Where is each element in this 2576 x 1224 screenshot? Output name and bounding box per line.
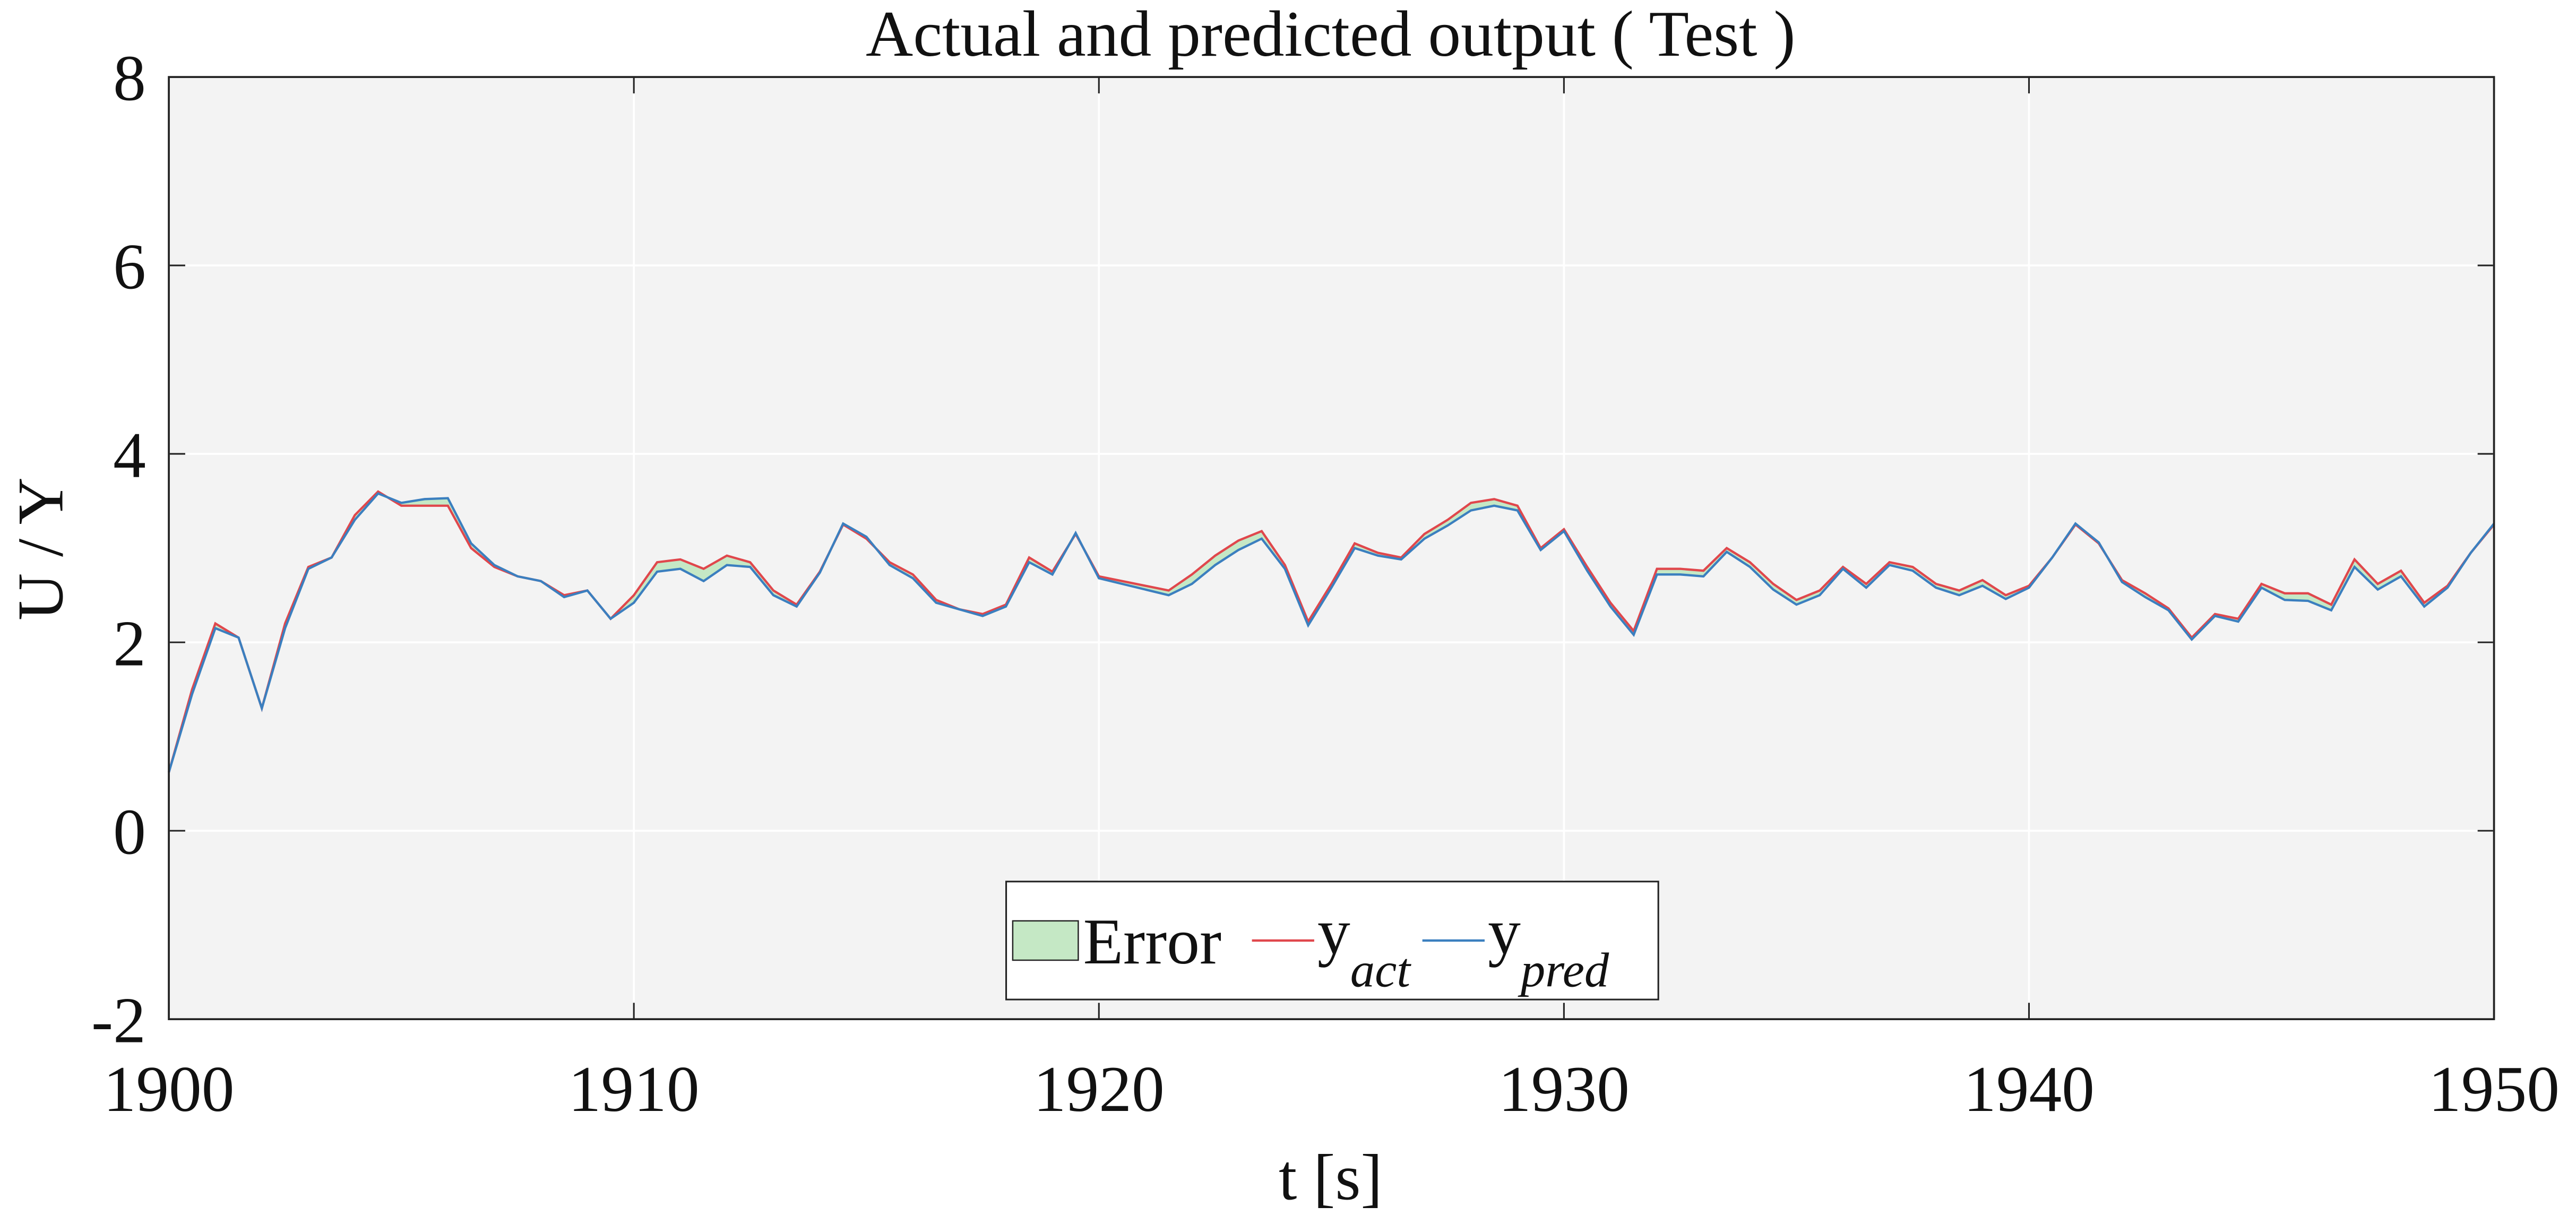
chart-title: Actual and predicted output ( Test ) <box>866 0 1795 70</box>
y-tick-label: 0 <box>113 795 146 868</box>
legend-label: Error <box>1083 905 1222 978</box>
legend-swatch <box>1012 920 1079 961</box>
x-tick-label: 1900 <box>104 1053 235 1125</box>
legend-label: ypred <box>1488 895 1609 998</box>
x-tick-label: 1940 <box>1963 1053 2095 1125</box>
plot-frame <box>168 76 2495 1020</box>
y-tick-label: 6 <box>113 230 146 303</box>
y-tick-label: -2 <box>91 984 146 1056</box>
legend-label-sub: pred <box>1518 943 1609 997</box>
legend-label-main: y <box>1317 895 1350 968</box>
legend-label: yact <box>1317 895 1411 998</box>
x-tick-label: 1920 <box>1033 1053 1165 1125</box>
x-tick-label: 1950 <box>2428 1053 2560 1125</box>
y-tick-label: 2 <box>113 607 146 679</box>
y-tick-label: 8 <box>113 41 146 114</box>
x-axis-label: t [s] <box>1279 1141 1382 1214</box>
legend-label-main: y <box>1488 895 1521 968</box>
series-line <box>167 492 2495 773</box>
x-tick-label: 1930 <box>1498 1053 1630 1125</box>
legend-box <box>1005 881 1659 1001</box>
x-tick-label: 1910 <box>568 1053 700 1125</box>
legend-label-sub: act <box>1350 943 1411 997</box>
y-axis-label: U / Y <box>4 477 76 620</box>
y-tick-label: 4 <box>113 418 146 491</box>
plot-area <box>169 77 2494 1020</box>
